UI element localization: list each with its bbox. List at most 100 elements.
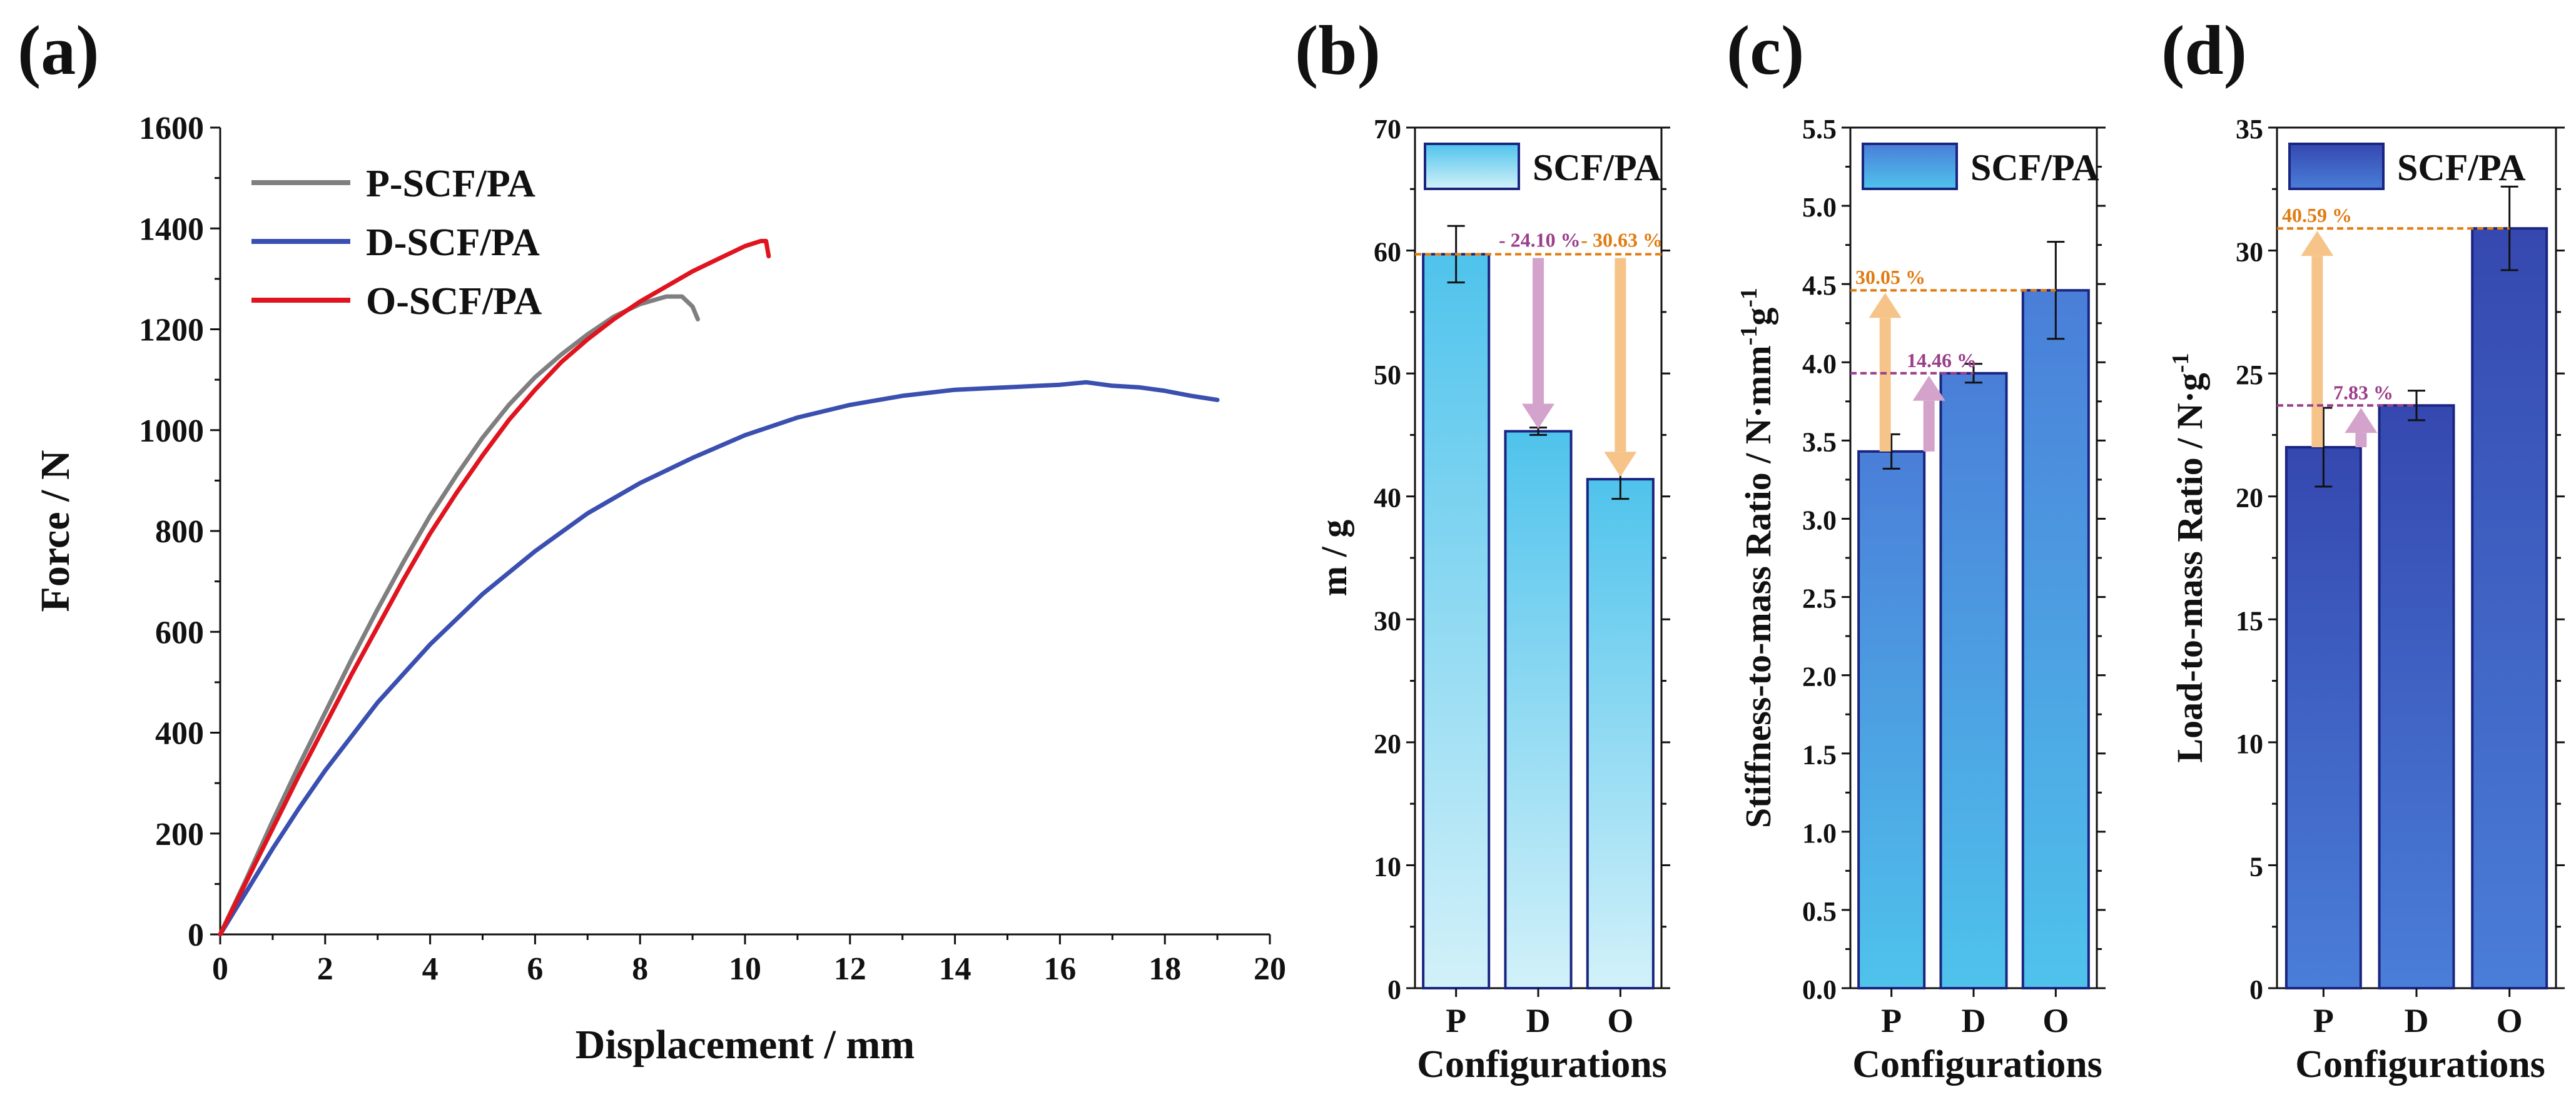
legend-label: SCF/PA bbox=[2397, 147, 2526, 188]
y-tick-label: 1.0 bbox=[1802, 818, 1837, 849]
bar-O bbox=[2471, 227, 2548, 989]
y-tick-label: 5.5 bbox=[1802, 114, 1837, 144]
y-tick-label: 30 bbox=[1374, 605, 1401, 636]
annotation-label: 40.59 % bbox=[2282, 204, 2352, 226]
y-title-part: Load-to-mass Ratio / N·g bbox=[2169, 373, 2210, 763]
x-tick-label: 8 bbox=[632, 951, 648, 987]
annotation-arrow-head bbox=[1869, 293, 1902, 318]
annotation-arrow-head bbox=[2345, 408, 2378, 433]
bar-P bbox=[1857, 450, 1926, 989]
y-tick-label: 600 bbox=[155, 615, 204, 650]
legend-swatch bbox=[1424, 143, 1520, 190]
bar-P bbox=[2284, 446, 2362, 989]
y-tick-label: 20 bbox=[1374, 729, 1401, 759]
x-axis-title: Configurations bbox=[1417, 1043, 1667, 1086]
annotation-arrow-head bbox=[2301, 231, 2334, 256]
bar-D bbox=[2378, 404, 2455, 989]
series-line-P-SCF/PA bbox=[218, 294, 700, 937]
y-tick-label: 0.0 bbox=[1802, 974, 1837, 1005]
x-tick-label: 10 bbox=[729, 951, 761, 987]
x-tick-label: 18 bbox=[1149, 951, 1181, 987]
annotation-arrow-head bbox=[1522, 403, 1554, 429]
y-title-superscript: -1 bbox=[2168, 353, 2194, 373]
x-tick-label: 4 bbox=[422, 951, 439, 987]
y-tick-label: 800 bbox=[155, 514, 204, 550]
y-tick-label: 1.5 bbox=[1802, 740, 1837, 771]
annotation-label: - 30.63 % bbox=[1581, 228, 1663, 251]
y-tick-label: 0 bbox=[188, 918, 204, 953]
y-title-part: m / g bbox=[1314, 520, 1354, 596]
legend-label: SCF/PA bbox=[1970, 147, 2099, 188]
annotation-label: 7.83 % bbox=[2333, 381, 2393, 403]
panel-a-line-chart: 0 200 400 600 800 1000 1200 1400 1600 0 2 4 6 8 10 12 14… bbox=[33, 111, 1286, 1068]
x-tick-label: 16 bbox=[1043, 951, 1076, 987]
bar-D bbox=[1504, 430, 1573, 989]
x-tick-label: O bbox=[2042, 1002, 2069, 1039]
y-tick-label: 10 bbox=[2236, 729, 2263, 759]
panel-c-bar-chart: 0.0 0.5 1.0 1.5 2.0 2.5 3.0 3.5 4.0 4.5 5.0 5.5 P D OC… bbox=[1736, 114, 2106, 1086]
x-axis-title: Configurations bbox=[1852, 1043, 2102, 1086]
y-tick-label: 1200 bbox=[139, 313, 204, 348]
legend-label-P-SCF/PA: P-SCF/PA bbox=[366, 163, 535, 205]
legend-label: SCF/PA bbox=[1533, 147, 1661, 188]
x-tick-label: 12 bbox=[834, 951, 866, 987]
y-axis-title: Stiffness-to-mass Ratio / N·mm-1g-1 bbox=[1736, 288, 1778, 828]
panel-label-a: (a) bbox=[18, 12, 99, 89]
y-title-part: Stiffness-to-mass Ratio / N·mm bbox=[1738, 345, 1778, 828]
y-tick-label: 0.5 bbox=[1802, 896, 1837, 927]
panel-label-b: (b) bbox=[1295, 12, 1381, 89]
x-tick-label: P bbox=[2313, 1002, 2334, 1039]
x-tick-label: 6 bbox=[527, 951, 543, 987]
y-tick-label: 3.5 bbox=[1802, 427, 1837, 457]
y-title-part: g bbox=[1738, 308, 1778, 326]
panel-d-bar-chart: 0 5 10 15 20 25 30 35 P D O Configurations Load-to-m… bbox=[2168, 114, 2565, 1086]
legend-label-O-SCF/PA: O-SCF/PA bbox=[366, 280, 542, 323]
y-title-superscript: -1 bbox=[1736, 288, 1762, 308]
annotation-arrow-head bbox=[1912, 375, 1945, 401]
y-tick-label: 4.0 bbox=[1802, 348, 1837, 379]
x-axis-title: Displacement / mm bbox=[576, 1022, 915, 1068]
y-tick-label: 3.0 bbox=[1802, 505, 1837, 535]
x-tick-label: O bbox=[1607, 1002, 1633, 1039]
y-tick-label: 1000 bbox=[139, 413, 204, 449]
bar-O bbox=[1586, 478, 1655, 989]
y-tick-label: 0 bbox=[1387, 974, 1401, 1005]
y-tick-label: 1600 bbox=[139, 111, 204, 146]
y-tick-label: 400 bbox=[155, 716, 204, 752]
y-axis-title: m / g bbox=[1314, 520, 1354, 596]
legend-swatch bbox=[1862, 143, 1958, 190]
annotation-label: 14.46 % bbox=[1907, 349, 1977, 372]
series-line-D-SCF/PA bbox=[218, 380, 1220, 937]
panel-label-d: (d) bbox=[2161, 12, 2247, 89]
y-tick-label: 5 bbox=[2249, 851, 2263, 882]
x-tick-label: D bbox=[1526, 1002, 1551, 1039]
x-tick-label: 14 bbox=[939, 951, 971, 987]
legend-swatch bbox=[2288, 143, 2385, 190]
x-tick-label: D bbox=[2405, 1002, 2429, 1039]
bar-D bbox=[1939, 372, 2008, 989]
panel-b-bar-chart: 0 10 20 30 40 50 60 70 P D O Configurations m / g SCF… bbox=[1314, 114, 1670, 1086]
y-tick-label: 70 bbox=[1374, 114, 1401, 144]
y-tick-label: 4.5 bbox=[1802, 270, 1837, 301]
y-tick-label: 40 bbox=[1374, 483, 1401, 513]
y-tick-label: 60 bbox=[1374, 237, 1401, 268]
y-tick-label: 0 bbox=[2249, 974, 2263, 1005]
x-tick-label: D bbox=[1962, 1002, 1986, 1039]
series-line-O-SCF/PA bbox=[218, 238, 771, 937]
y-tick-label: 25 bbox=[2236, 360, 2263, 390]
y-tick-label: 15 bbox=[2236, 605, 2263, 636]
x-tick-label: O bbox=[2497, 1002, 2523, 1039]
x-tick-label: P bbox=[1446, 1002, 1466, 1039]
annotation-label: 30.05 % bbox=[1855, 266, 1925, 288]
y-tick-label: 20 bbox=[2236, 483, 2263, 513]
y-tick-label: 30 bbox=[2236, 237, 2263, 268]
x-tick-label: P bbox=[1881, 1002, 1902, 1039]
y-tick-label: 50 bbox=[1374, 360, 1401, 390]
y-tick-label: 200 bbox=[155, 817, 204, 852]
bar-P bbox=[1422, 253, 1491, 989]
panel-label-c: (c) bbox=[1727, 12, 1804, 89]
y-tick-label: 1400 bbox=[139, 211, 204, 247]
y-tick-label: 2.0 bbox=[1802, 662, 1837, 692]
y-tick-label: 2.5 bbox=[1802, 584, 1837, 614]
